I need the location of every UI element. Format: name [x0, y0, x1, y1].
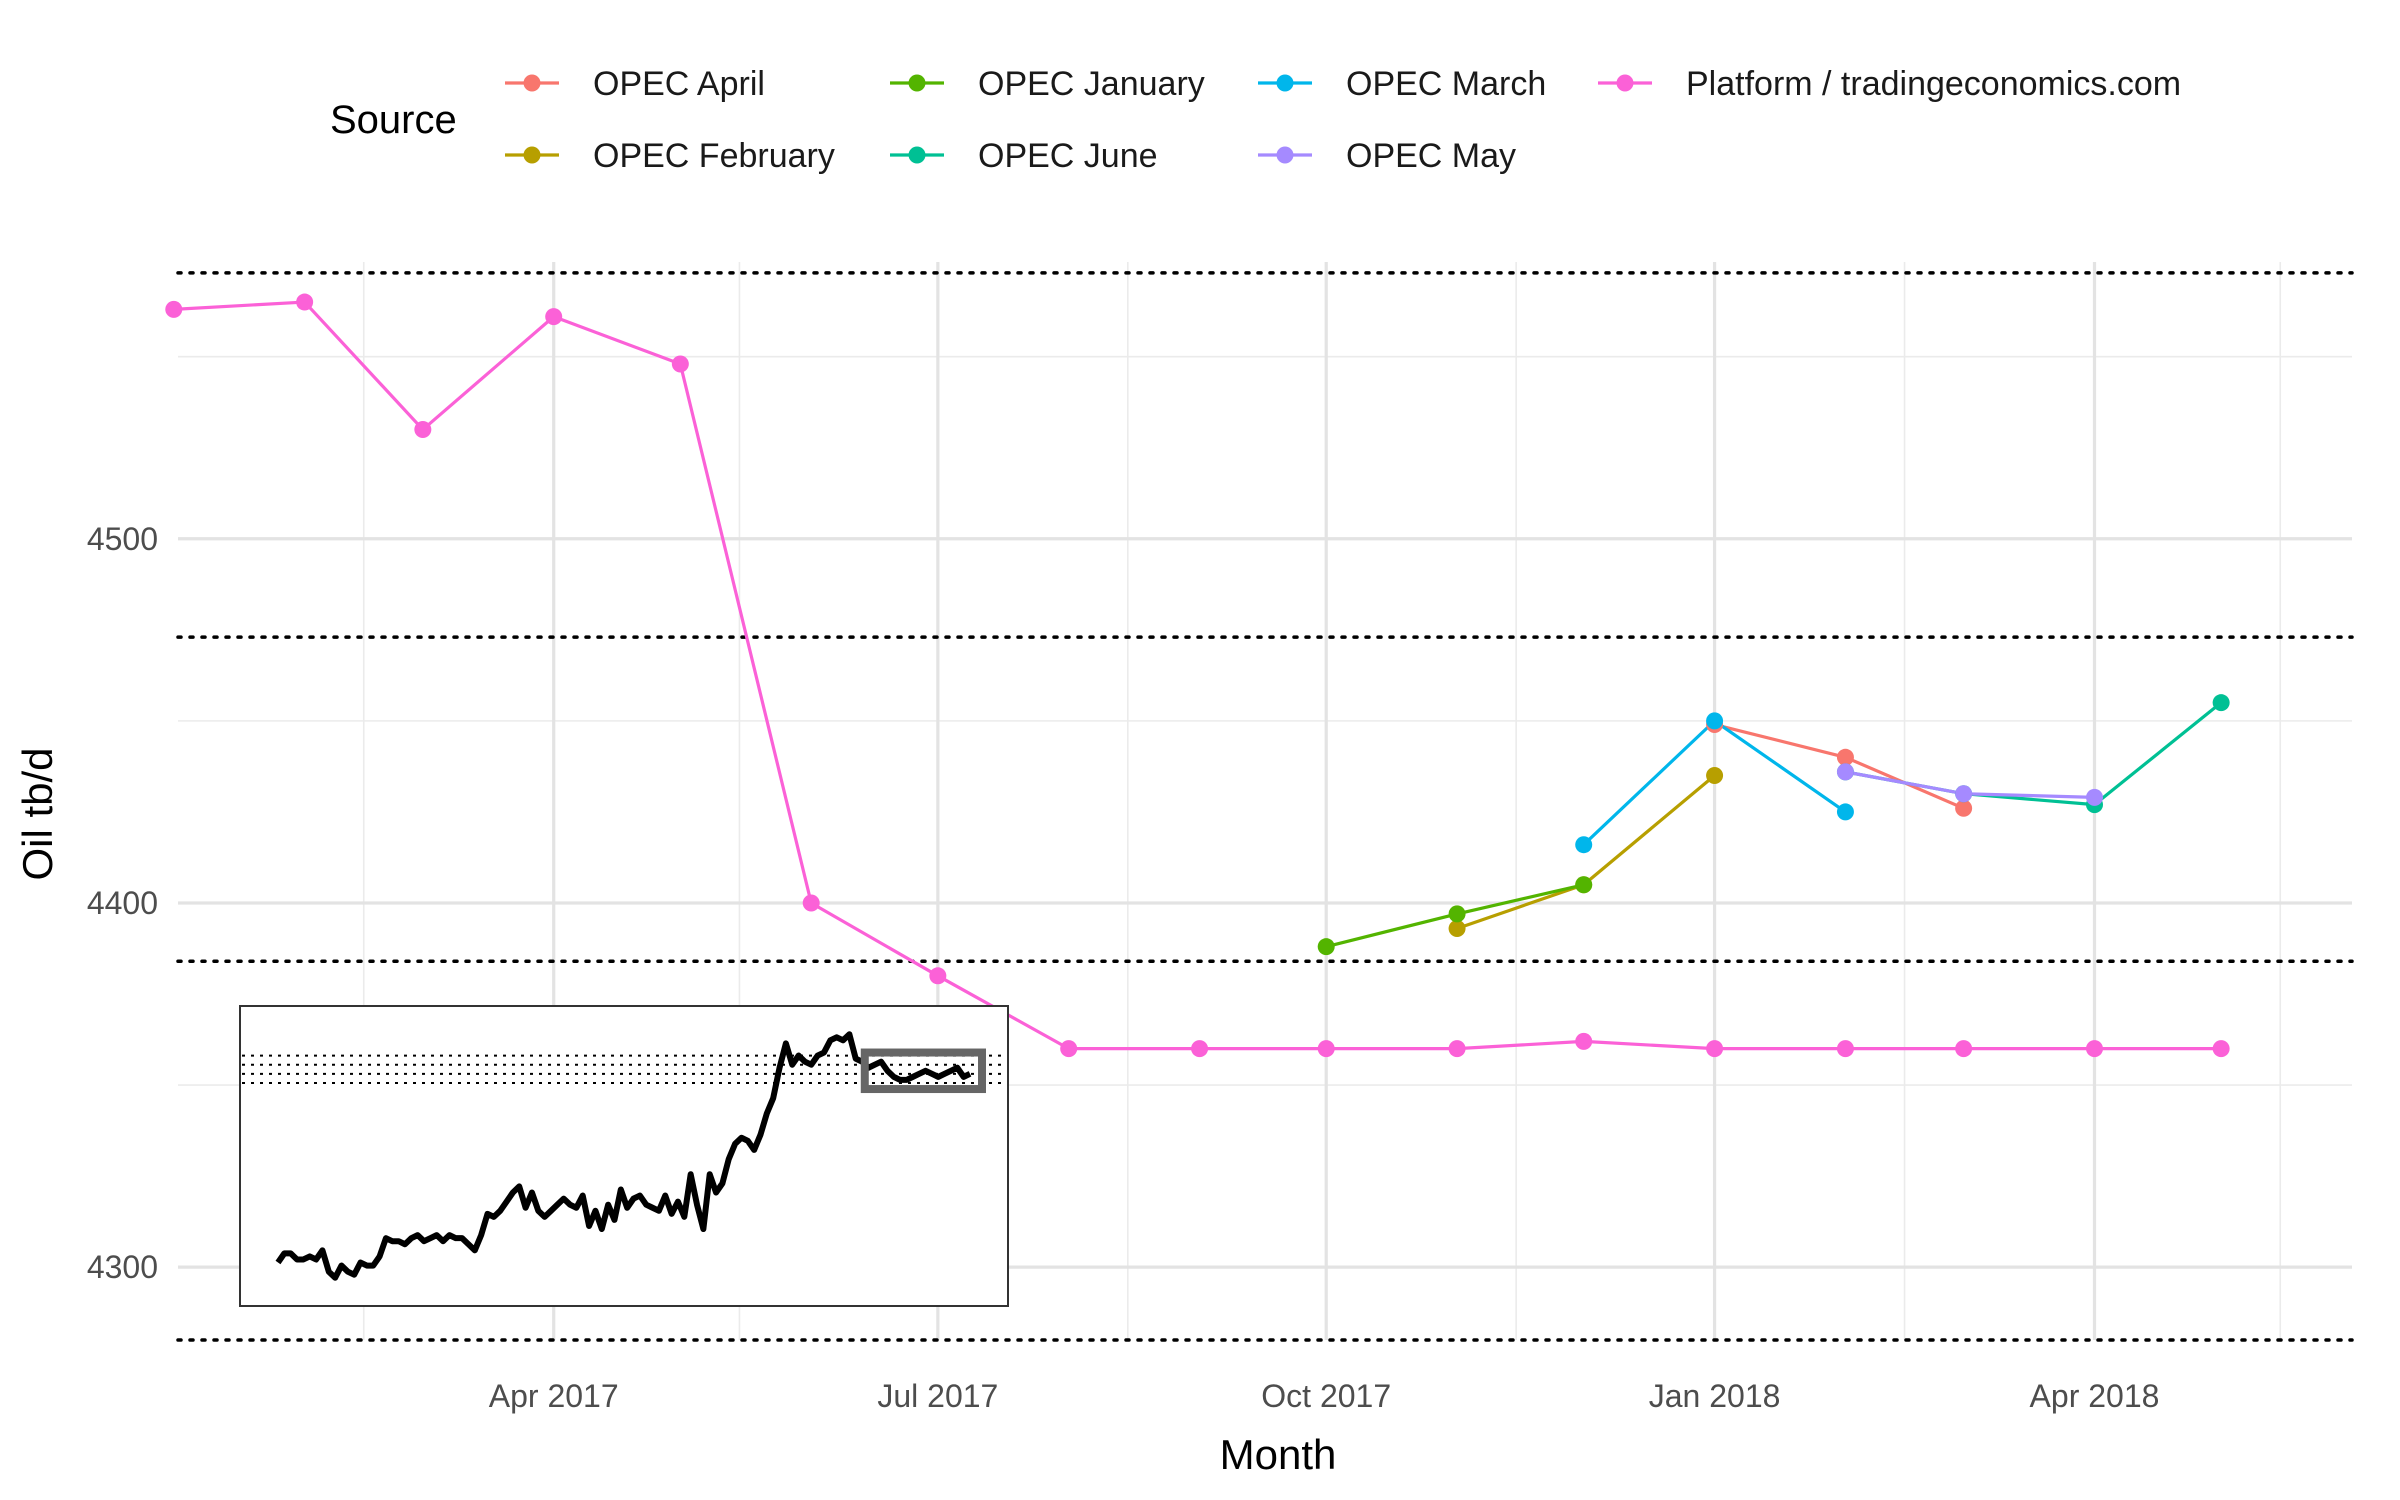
y-axis-ticks: 4300 4400 4500 [87, 521, 158, 1285]
data-point [1317, 938, 1335, 956]
inset-line [275, 1031, 972, 1281]
x-tick-label: Jul 2017 [877, 1378, 998, 1414]
legend-item: OPEC February [505, 137, 835, 175]
legend-label: OPEC February [593, 137, 835, 175]
data-point [1836, 803, 1854, 821]
legend-key-point [908, 74, 926, 92]
y-tick-label: 4300 [87, 1249, 158, 1285]
legend-key-point [1276, 74, 1294, 92]
data-point [1955, 785, 1973, 803]
data-point [1706, 1040, 1724, 1058]
inset-chart [239, 1005, 1009, 1307]
data-point [2212, 1040, 2230, 1058]
legend-item: OPEC March [1258, 65, 1546, 103]
data-point [1955, 1040, 1973, 1058]
legend-key-point [908, 146, 926, 164]
x-tick-label: Oct 2017 [1261, 1378, 1391, 1414]
data-point [1955, 799, 1973, 817]
legend-key-point [523, 74, 541, 92]
series-line [173, 300, 2222, 1051]
x-axis-ticks: Apr 2017 Jul 2017 Oct 2017 Jan 2018 Apr 2018 [489, 1378, 2160, 1414]
data-point [1836, 763, 1854, 781]
y-tick-label: 4500 [87, 521, 158, 557]
data-point [1706, 767, 1724, 785]
data-point [1448, 905, 1466, 923]
data-point [929, 967, 947, 985]
data-point [1575, 876, 1593, 894]
data-point [1575, 1032, 1593, 1050]
legend-item: Platform / tradingeconomics.com [1598, 65, 2181, 103]
data-point [2212, 694, 2230, 712]
legend-label: OPEC March [1346, 65, 1546, 103]
legend: Source OPEC April OPEC February OPEC Janua… [330, 65, 2181, 175]
data-point [545, 308, 563, 326]
data-point [671, 355, 689, 373]
data-point [1575, 836, 1593, 854]
data-point [165, 300, 183, 318]
legend-label: OPEC May [1346, 137, 1516, 175]
legend-label: Platform / tradingeconomics.com [1686, 65, 2181, 103]
reference-lines [176, 271, 2354, 1342]
legend-label: OPEC January [978, 65, 1205, 103]
data-point [296, 293, 314, 311]
data-point [1706, 712, 1724, 730]
legend-key-point [1616, 74, 1634, 92]
data-point [414, 421, 432, 439]
data-point [2085, 1040, 2103, 1058]
x-tick-label: Apr 2017 [489, 1378, 619, 1414]
data-point [1836, 748, 1854, 766]
data-point [1448, 1040, 1466, 1058]
inset-highlight-box [860, 1048, 986, 1094]
data-point [1191, 1040, 1209, 1058]
legend-key-point [523, 146, 541, 164]
series-line [1845, 701, 2223, 807]
legend-label: OPEC June [978, 137, 1158, 175]
data-point [1317, 1040, 1335, 1058]
y-tick-label: 4400 [87, 885, 158, 921]
x-tick-label: Jan 2018 [1649, 1378, 1781, 1414]
data-point [2085, 788, 2103, 806]
legend-key-point [1276, 146, 1294, 164]
legend-item: OPEC June [890, 137, 1158, 175]
legend-item: OPEC May [1258, 137, 1516, 175]
y-axis-title: Oil tb/d [14, 747, 61, 880]
data-point [802, 894, 820, 912]
legend-title: Source [330, 98, 457, 142]
data-point [1060, 1040, 1078, 1058]
legend-item: OPEC January [890, 65, 1205, 103]
x-tick-label: Apr 2018 [2030, 1378, 2160, 1414]
data-point [1836, 1040, 1854, 1058]
data-point [1448, 919, 1466, 937]
legend-item: OPEC April [505, 65, 765, 103]
legend-label: OPEC April [593, 65, 765, 103]
x-axis-title: Month [1220, 1431, 1337, 1478]
